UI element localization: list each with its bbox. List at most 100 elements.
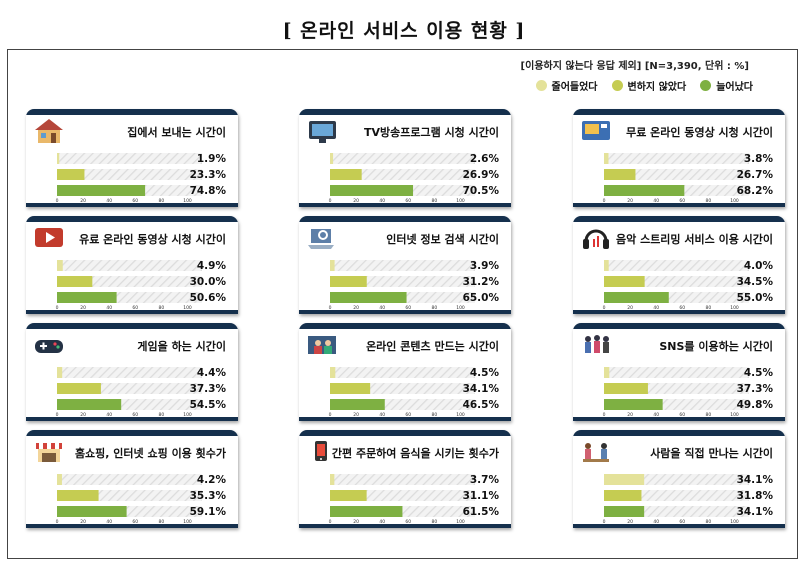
x-tick-label: 80 [706,305,712,311]
data-label: 4.5% [744,367,774,379]
x-tick-label: 80 [159,519,165,525]
x-tick-label: 100 [456,305,465,311]
panel-header-bar [26,109,238,115]
bar-track [57,383,202,394]
data-label: 61.5% [463,506,500,518]
data-label: 2.6% [470,153,500,165]
bar-unchanged [604,490,642,501]
x-tick-label: 40 [106,519,112,525]
bar-track [604,383,749,394]
data-label: 35.3% [190,490,227,502]
chart-panel: 게임을 하는 시간이 4.4% 37.3% 54.5% 0 20 40 60 80 100 [26,323,238,421]
data-label: 1.9% [197,153,227,165]
x-tick-label: 40 [106,412,112,418]
bar-decreased [604,367,610,378]
bar-track [330,169,475,180]
chart-panel: 유료 온라인 동영상 시청 시간이 4.9% 30.0% 50.6% 0 20 40 60 80… [26,216,238,314]
bar-decreased [330,367,336,378]
bar-track [604,399,749,410]
meeting-people-icon [583,443,609,462]
legend-swatch-unchanged [611,80,623,91]
data-label: 4.5% [470,367,500,379]
x-tick-label: 20 [353,519,359,525]
bar-increased [330,292,407,303]
x-tick-label: 20 [627,305,633,311]
legend-label-decreased: 줄어들었다 [551,82,598,93]
laptop-search-icon [308,229,334,249]
bar-increased [330,399,385,410]
data-label: 3.8% [744,153,774,165]
panel-title: 홈쇼핑, 인터넷 쇼핑 이용 횟수가 [74,447,226,460]
x-tick-label: 0 [329,519,332,525]
x-tick-label: 20 [80,305,86,311]
panel-footer-bar [26,203,238,207]
bar-track [57,474,202,485]
x-tick-label: 40 [653,305,659,311]
x-tick-label: 0 [329,198,332,204]
panel-icon [308,229,334,249]
bar-track [330,276,475,287]
gamepad-icon [35,340,63,353]
panel-title: TV방송프로그램 시청 시간이 [364,126,499,139]
bar-increased [57,292,117,303]
panel-icon [35,119,63,143]
x-tick-label: 60 [132,305,138,311]
data-label: 54.5% [190,399,227,411]
panel-bar-chart: 3.9% 31.2% 65.0% 0 20 40 60 80 100 [308,229,500,311]
x-tick-label: 60 [679,412,685,418]
data-label: 4.2% [197,474,227,486]
bar-increased [57,399,122,410]
panel-title: 무료 온라인 동영상 시청 시간이 [626,126,773,139]
panel-title: 게임을 하는 시간이 [137,340,226,353]
x-tick-label: 60 [679,198,685,204]
bar-increased [57,185,146,196]
panel-footer-bar [573,203,785,207]
data-label: 4.0% [744,260,774,272]
sample-note: [이용하지 않는다 응답 제외] [N=3,390, 단위 : %] [520,61,749,72]
x-tick-label: 80 [432,519,438,525]
bar-unchanged [57,276,93,287]
bar-track [57,292,202,303]
x-tick-label: 40 [379,412,385,418]
panel-icon [315,441,327,461]
panel-header-bar [573,323,785,329]
bar-track [604,474,749,485]
tv-icon [309,121,336,143]
x-tick-label: 100 [456,412,465,418]
data-label: 26.9% [463,169,500,181]
x-tick-label: 80 [706,198,712,204]
x-tick-label: 60 [132,198,138,204]
x-tick-label: 80 [159,305,165,311]
bar-increased [604,506,645,517]
legend-item-decreased: 줄어들었다 [535,78,598,93]
bar-track [57,153,202,164]
data-label: 3.9% [470,260,500,272]
bar-unchanged [330,490,367,501]
x-tick-label: 80 [432,198,438,204]
x-tick-label: 0 [56,198,59,204]
bar-track [57,260,202,271]
bar-track [57,490,202,501]
bar-track [604,169,749,180]
panel-icon [583,229,609,249]
x-tick-label: 40 [106,305,112,311]
x-tick-label: 0 [329,305,332,311]
x-tick-label: 60 [405,412,411,418]
data-label: 34.5% [737,276,774,288]
legend-item-increased: 늘어났다 [700,78,753,93]
panel-bar-chart: 3.8% 26.7% 68.2% 0 20 40 60 80 100 [582,121,774,204]
chart-panel: 집에서 보내는 시간이 1.9% 23.3% 74.8% 0 20 40 60 80 100 [26,109,238,207]
x-tick-label: 0 [56,305,59,311]
bar-track [604,292,749,303]
chart-panel: 인터넷 정보 검색 시간이 3.9% 31.2% 65.0% 0 20 40 60 80 100 [299,216,511,314]
bar-track [330,367,475,378]
x-tick-label: 60 [679,519,685,525]
panel-header-bar [299,109,511,115]
panel-icon [583,443,609,462]
chart-panel: 음악 스트리밍 서비스 이용 시간이 4.0% 34.5% 55.0% 0 20 40 60 8… [573,216,785,314]
bar-unchanged [604,169,636,180]
panel-icon [309,121,336,143]
panel-bar-chart: 4.2% 35.3% 59.1% 0 20 40 60 80 100 [36,443,227,525]
x-tick-label: 100 [730,305,739,311]
panel-header-bar [299,216,511,222]
